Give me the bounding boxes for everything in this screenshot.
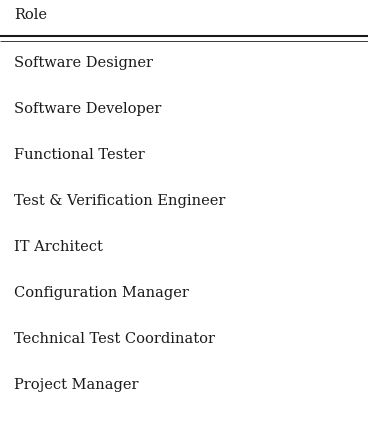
Text: IT Architect: IT Architect	[14, 240, 103, 254]
Text: Software Designer: Software Designer	[14, 56, 153, 70]
Text: Role: Role	[14, 8, 47, 22]
Text: Technical Test Coordinator: Technical Test Coordinator	[14, 332, 215, 346]
Text: Configuration Manager: Configuration Manager	[14, 286, 189, 300]
Text: Software Developer: Software Developer	[14, 102, 162, 116]
Text: Test & Verification Engineer: Test & Verification Engineer	[14, 194, 225, 208]
Text: Functional Tester: Functional Tester	[14, 148, 145, 162]
Text: Project Manager: Project Manager	[14, 378, 138, 392]
